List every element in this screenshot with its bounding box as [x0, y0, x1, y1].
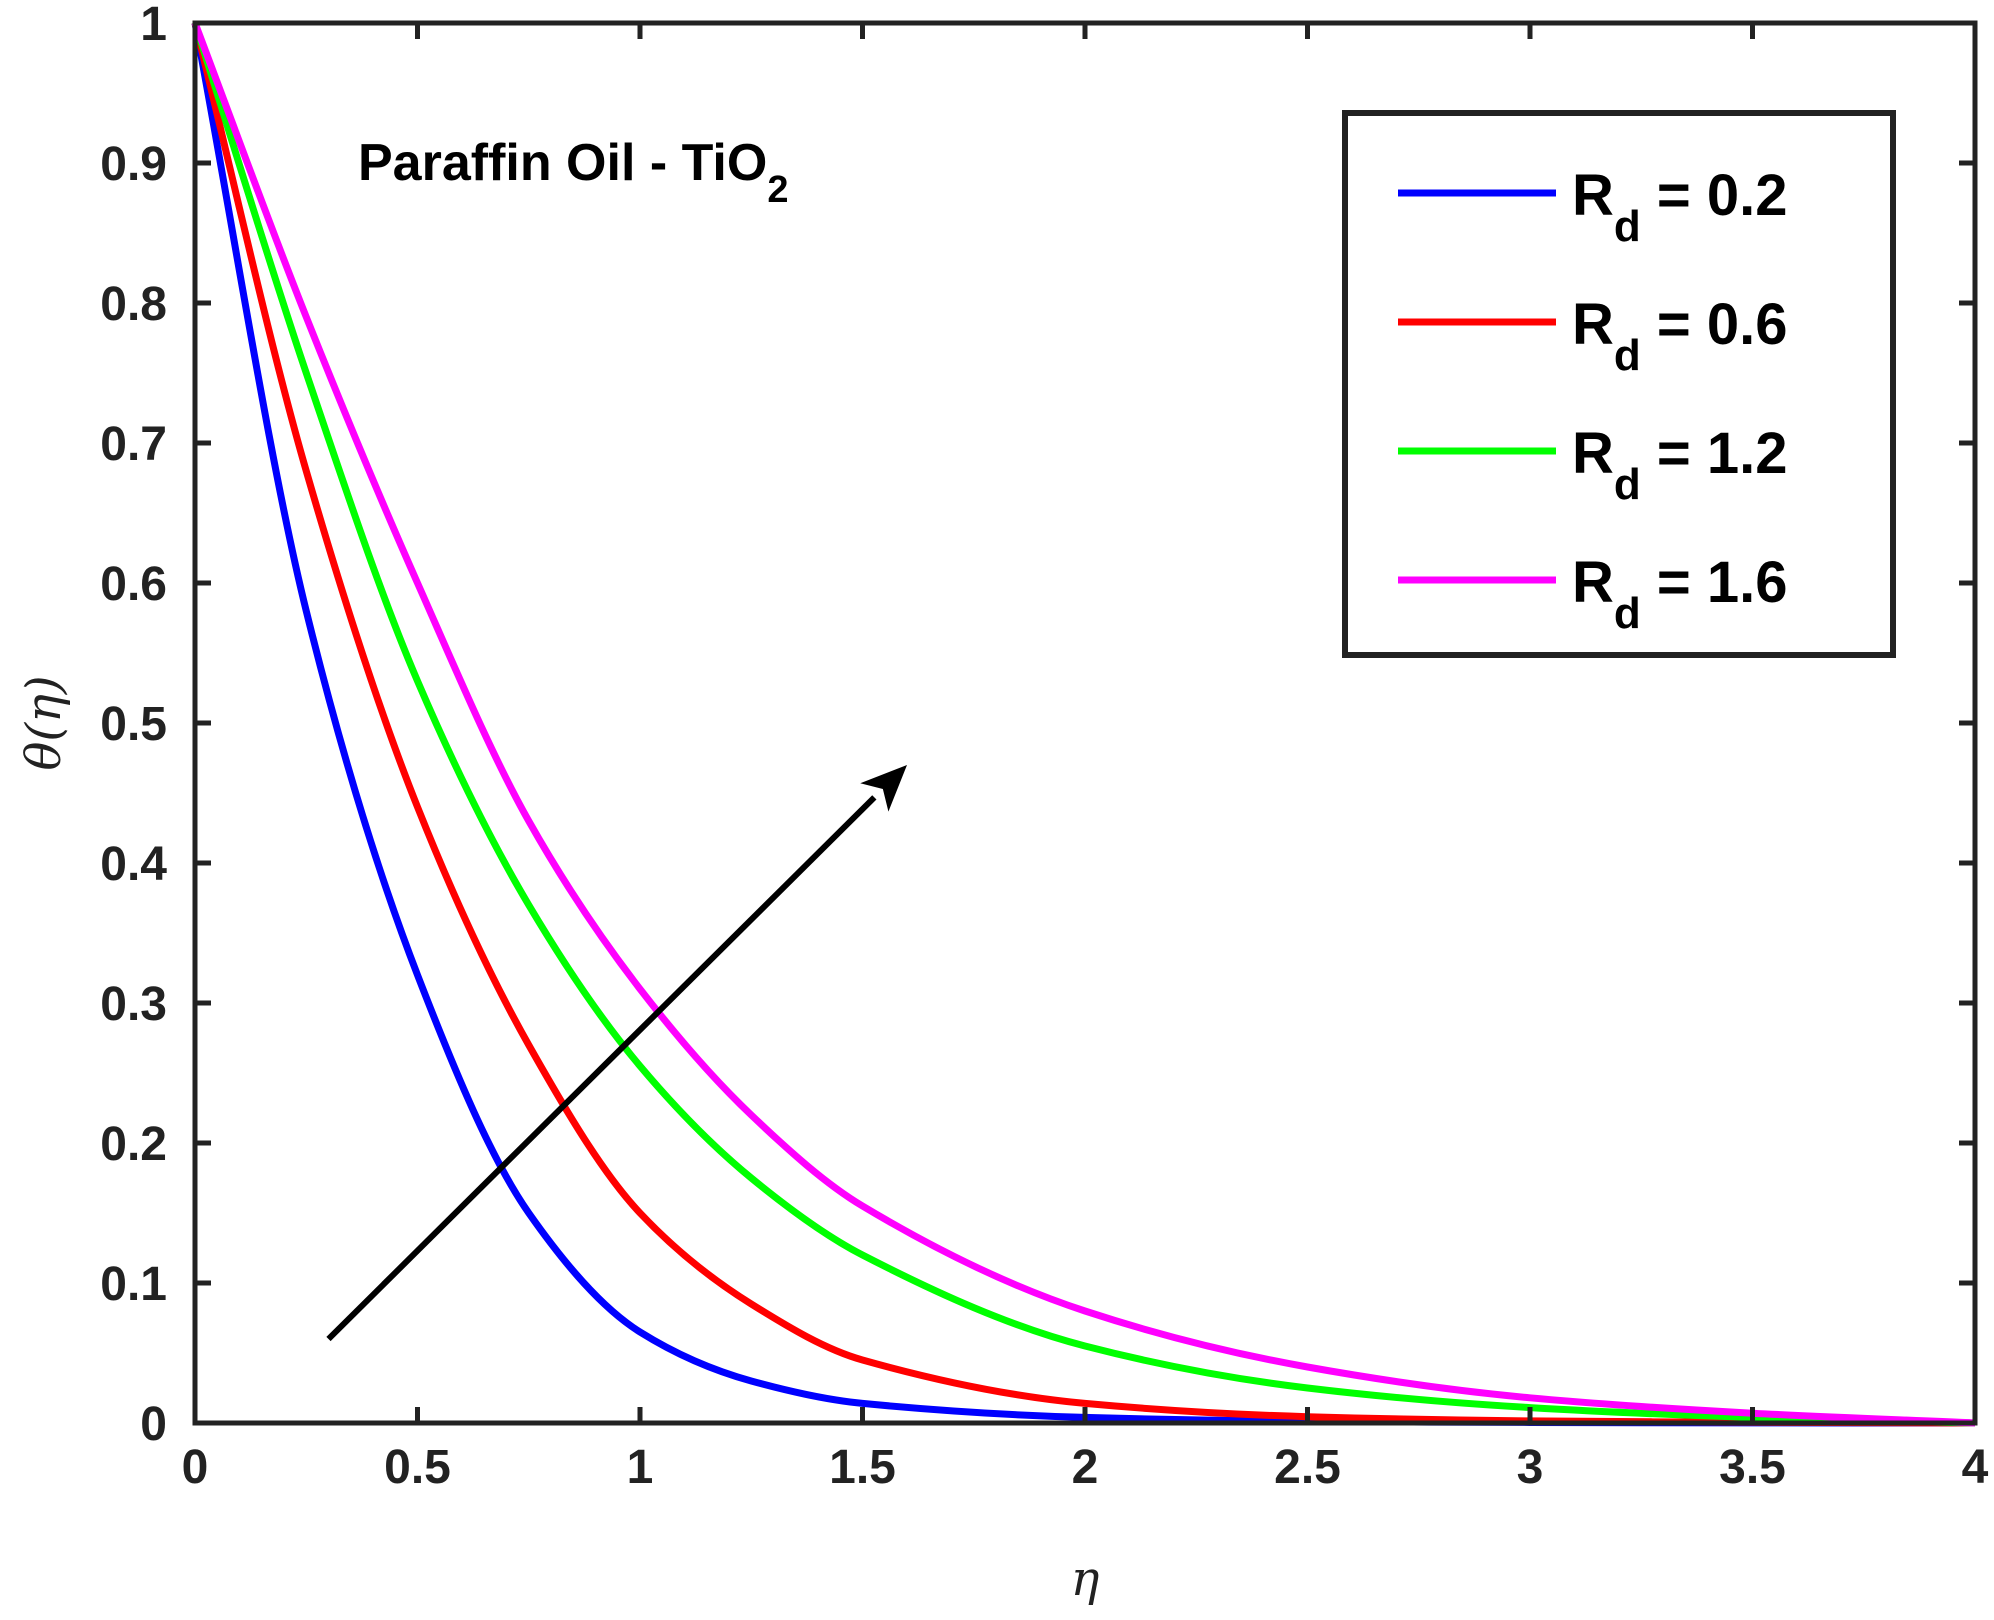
y-tick-label: 0.7: [100, 418, 167, 471]
x-tick-label: 3: [1517, 1441, 1544, 1494]
legend: Rd = 0.2 Rd = 0.6 Rd = 1.2 Rd = 1.6: [1398, 163, 1788, 638]
y-tick-label: 0.3: [100, 978, 167, 1031]
arrow-shaft: [326, 795, 877, 1342]
x-tick-label: 4: [1962, 1441, 1989, 1494]
y-tick-label: 0.2: [100, 1118, 167, 1171]
x-tick-label: 3.5: [1719, 1441, 1786, 1494]
y-tick-label: 1: [140, 0, 167, 51]
legend-label-3: Rd = 1.6: [1572, 550, 1788, 638]
annotation-label: Paraffin Oil - TiO2: [358, 134, 788, 211]
series-line-2: [191, 21, 1976, 1427]
legend-box: [1342, 110, 1896, 658]
y-tick-label: 0.4: [100, 838, 167, 891]
axis-ticks: [192, 20, 1978, 1426]
x-tick-labels: 0 0.5 1 1.5 2 2.5 3 3.5 4: [182, 1441, 1989, 1494]
y-tick-label: 0.5: [100, 698, 167, 751]
y-tick-label: 0.8: [100, 278, 167, 331]
y-tick-label: 0.9: [100, 138, 167, 191]
y-tick-label: 0: [140, 1398, 167, 1451]
y-tick-labels: 0 0.1 0.2 0.3 0.4 0.5 0.6 0.7 0.8 0.9 1: [100, 0, 167, 1451]
legend-label-2: Rd = 1.2: [1572, 421, 1788, 509]
x-axis-label: η: [1071, 1551, 1100, 1607]
y-axis-label: θ(η): [16, 675, 72, 770]
y-tick-label: 0.1: [100, 1258, 167, 1311]
trend-arrow: [326, 765, 907, 1342]
legend-label-1: Rd = 0.6: [1572, 292, 1788, 380]
series-line-3: [191, 21, 1976, 1427]
x-tick-label: 1: [627, 1441, 654, 1494]
x-tick-label: 1.5: [829, 1441, 896, 1494]
y-tick-label: 0.6: [100, 558, 167, 611]
x-tick-label: 0: [182, 1441, 209, 1494]
x-tick-label: 2: [1072, 1441, 1099, 1494]
x-tick-label: 0.5: [384, 1441, 451, 1494]
x-tick-label: 2.5: [1274, 1441, 1341, 1494]
arrow-head: [860, 765, 907, 812]
legend-label-0: Rd = 0.2: [1572, 163, 1788, 251]
